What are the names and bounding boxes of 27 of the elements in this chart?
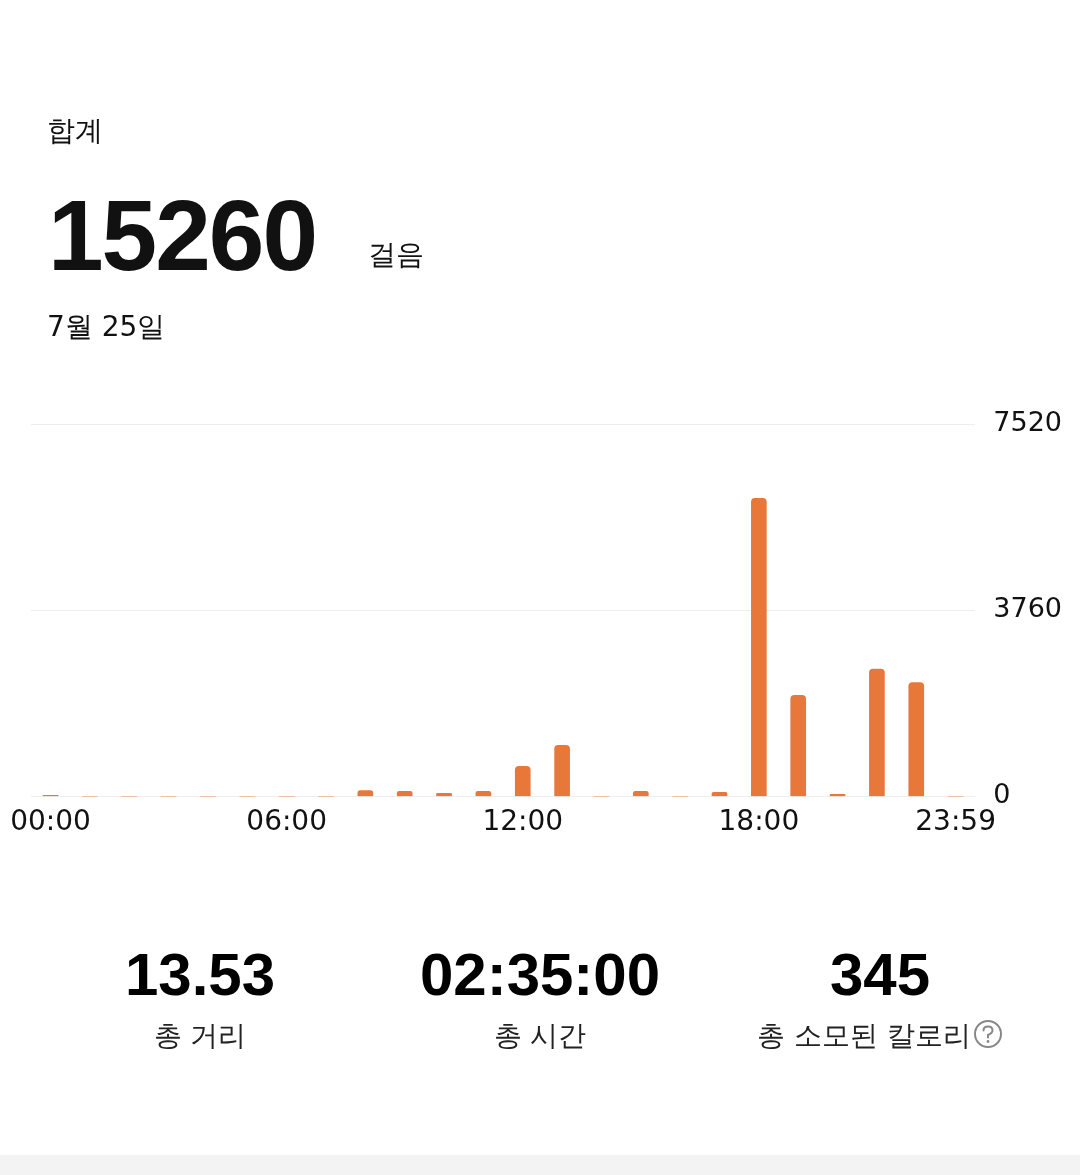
bar xyxy=(396,791,413,797)
bar xyxy=(475,791,492,797)
text: 02:35:00 xyxy=(418,940,662,1009)
text: 총 시간 xyxy=(492,1018,588,1054)
bar xyxy=(908,682,925,797)
text: 13.53 xyxy=(123,940,277,1009)
bar xyxy=(751,498,767,797)
y-tick-label: 0 xyxy=(993,778,1011,810)
x-tick-label: 06:00 xyxy=(246,804,328,838)
text: 15260 xyxy=(48,178,317,293)
y-tick-label: 7520 xyxy=(993,406,1063,438)
x-tick-label: 23:59 xyxy=(915,804,996,838)
bar xyxy=(632,791,649,797)
text: 걸음 xyxy=(368,237,424,273)
text: 7월 25일 xyxy=(47,309,166,345)
x-tick-label: 12:00 xyxy=(482,804,564,838)
bar xyxy=(869,668,885,797)
y-tick-label: 3760 xyxy=(993,592,1063,624)
bar xyxy=(554,745,570,797)
text: 345 xyxy=(828,940,932,1009)
text: 총 거리 xyxy=(152,1018,248,1054)
bar xyxy=(790,695,807,797)
chart-title: 합계 xyxy=(47,113,103,149)
text: 총 소모된 칼로리 xyxy=(757,1019,971,1052)
x-tick-label: 00:00 xyxy=(10,804,91,838)
bar xyxy=(514,765,531,797)
x-tick-label: 18:00 xyxy=(718,804,800,838)
